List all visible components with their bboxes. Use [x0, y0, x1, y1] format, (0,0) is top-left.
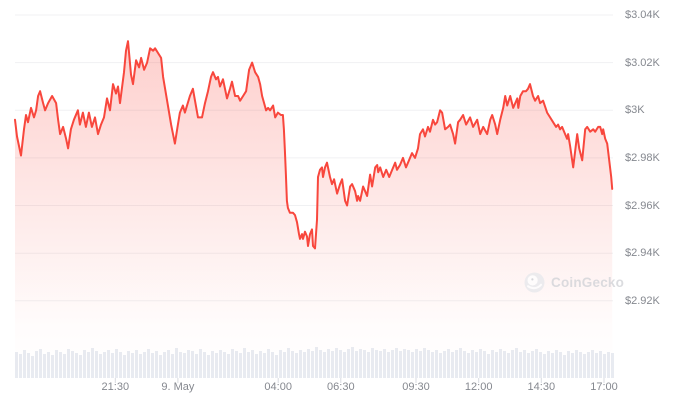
x-axis-label: 17:00	[590, 381, 618, 393]
volume-bar	[611, 353, 614, 378]
price-area-fill	[15, 41, 613, 378]
coingecko-logo-icon	[524, 272, 545, 293]
x-axis-label: 9. May	[161, 381, 195, 393]
price-line[interactable]	[14, 40, 614, 250]
y-axis-label: $2.96K	[625, 199, 660, 212]
x-axis-label: 14:30	[527, 381, 556, 393]
y-axis-label: $3.02K	[625, 56, 660, 69]
x-axis-label: 21:30	[101, 381, 130, 393]
y-axis-label: $2.94K	[625, 247, 660, 260]
x-axis-label: 04:00	[264, 381, 292, 393]
coingecko-watermark-text: CoinGecko	[551, 275, 625, 290]
x-axis-label: 12:00	[464, 381, 493, 393]
y-axis-label: $2.92K	[625, 294, 660, 307]
x-axis-label: 06:30	[327, 381, 355, 393]
y-axis-label: $3.04K	[625, 9, 660, 21]
y-axis-label: $3K	[625, 104, 645, 117]
x-axis-label: 09:30	[402, 381, 430, 393]
y-axis-label: $2.98K	[625, 151, 660, 164]
coingecko-watermark: CoinGecko	[524, 272, 624, 293]
